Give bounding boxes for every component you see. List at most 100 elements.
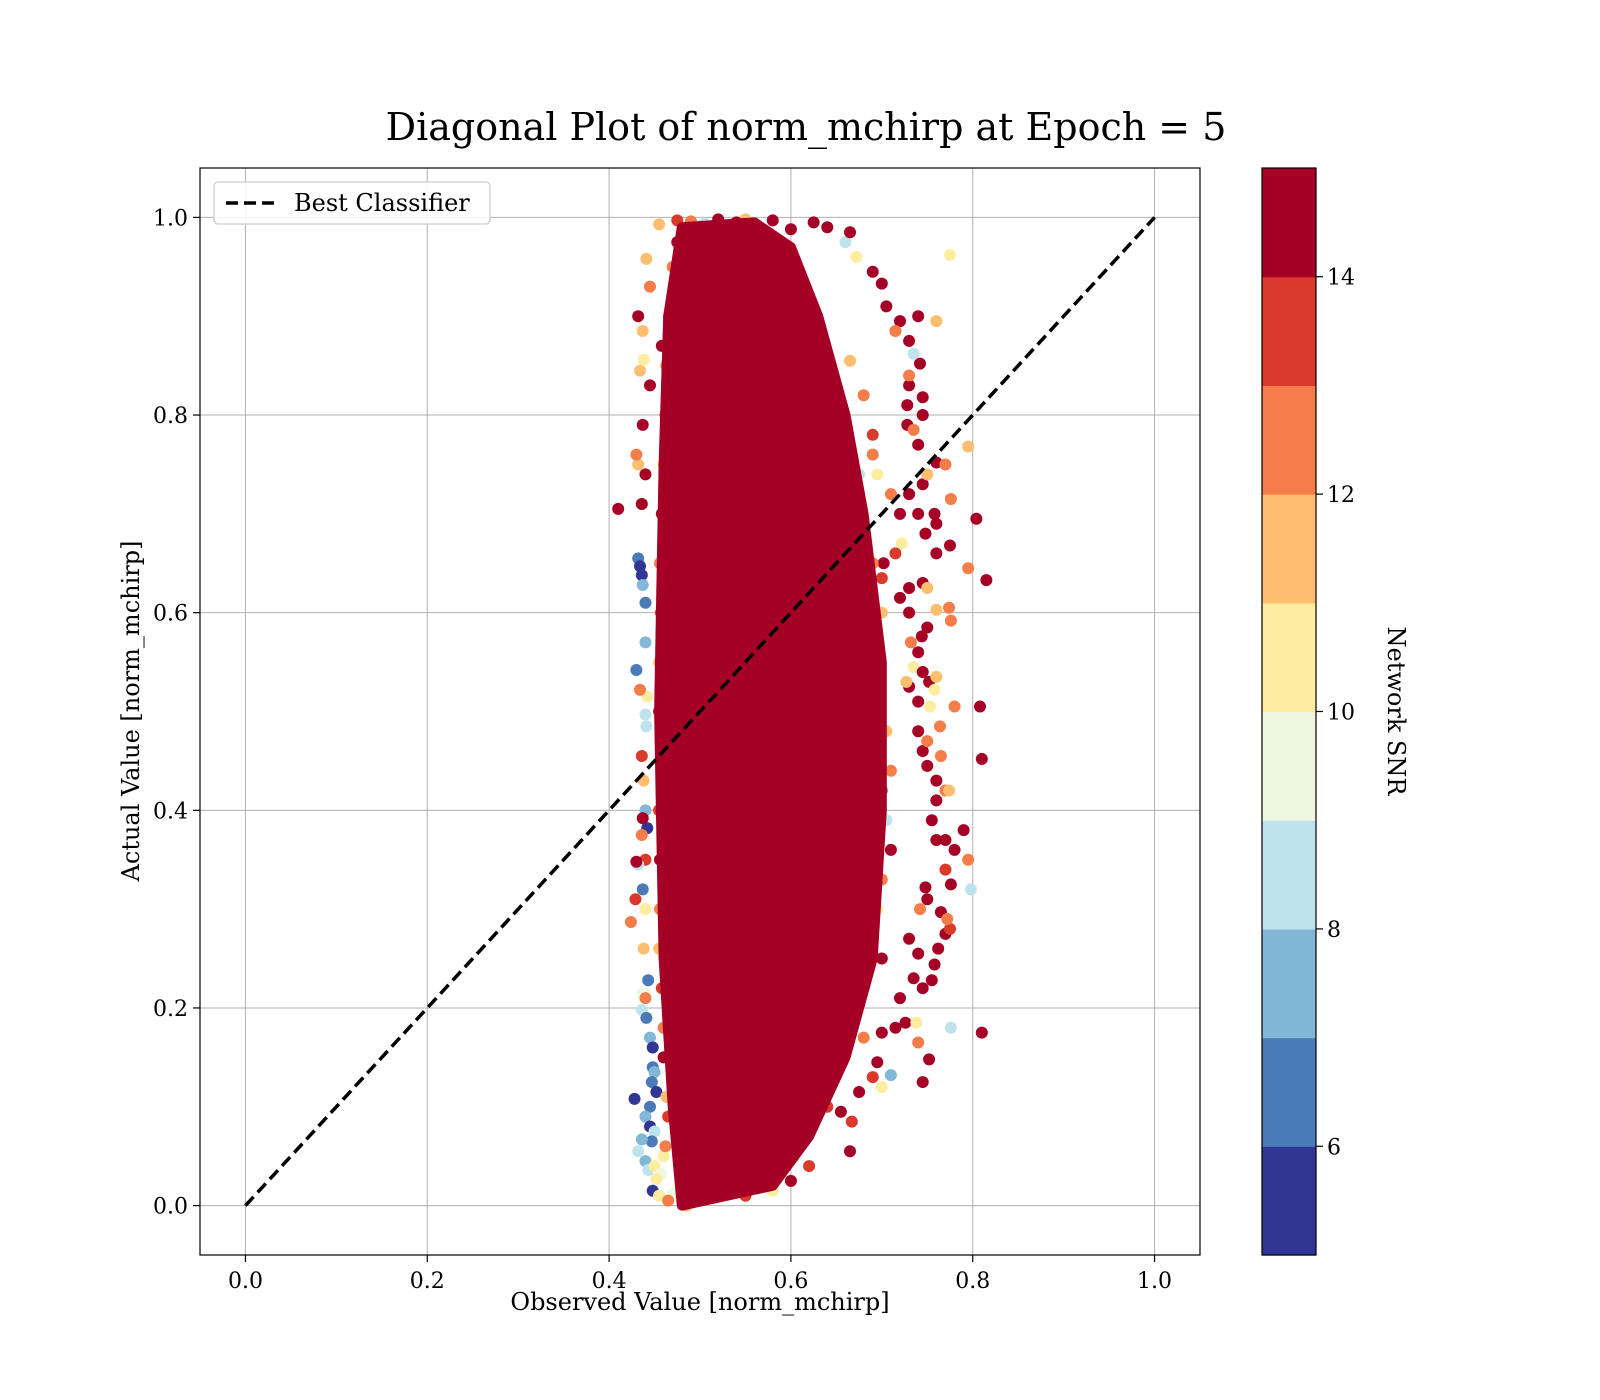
scatter-point xyxy=(912,507,925,520)
scatter-point xyxy=(884,843,897,856)
scatter-point xyxy=(766,214,779,227)
scatter-point xyxy=(857,389,870,402)
y-tick-label: 0.8 xyxy=(153,404,188,429)
scatter-point xyxy=(644,280,656,293)
colorbar-level xyxy=(1262,385,1316,495)
scatter-point xyxy=(904,636,917,649)
colorbar-level xyxy=(1262,494,1316,604)
legend: Best Classifier xyxy=(213,181,491,225)
x-tick-label: 0.2 xyxy=(410,1269,445,1294)
scatter-point xyxy=(642,974,655,987)
scatter-point xyxy=(662,1194,675,1207)
scatter-point xyxy=(903,379,916,392)
scatter-point xyxy=(640,720,653,733)
scatter-point xyxy=(934,749,947,762)
scatter-point xyxy=(925,814,938,827)
scatter-point xyxy=(875,952,888,965)
scatter-point xyxy=(639,708,652,721)
scatter-point xyxy=(939,833,952,846)
scatter-point xyxy=(912,1036,925,1049)
scatter-point xyxy=(871,468,884,481)
scatter-point xyxy=(975,752,988,765)
x-axis-ticks: 0.0 0.2 0.4 0.6 0.8 1.0 xyxy=(228,1255,1172,1294)
scatter-point xyxy=(850,250,863,263)
scatter-point xyxy=(907,661,920,674)
scatter-point xyxy=(807,216,820,229)
scatter-point xyxy=(930,774,943,787)
dense-point-cloud xyxy=(654,217,887,1211)
scatter-point xyxy=(844,226,856,239)
scatter-point xyxy=(634,364,646,377)
x-axis-label: Observed Value [norm_mchirp] xyxy=(510,1288,889,1316)
colorbar-level xyxy=(1262,168,1316,278)
colorbar-level xyxy=(1262,602,1316,713)
x-tick-label: 0.8 xyxy=(955,1269,990,1294)
scatter-point xyxy=(845,1115,858,1128)
scatter-point xyxy=(653,1189,666,1202)
scatter-point xyxy=(975,1026,988,1039)
colorbar-level xyxy=(1262,711,1316,821)
scatter-point xyxy=(630,855,643,868)
scatter-point xyxy=(944,248,956,261)
scatter-point xyxy=(921,621,934,634)
scatter-point xyxy=(639,903,652,916)
scatter-point xyxy=(921,759,934,772)
scatter-point xyxy=(632,458,645,471)
scatter-point xyxy=(639,596,652,609)
y-tick-label: 0.2 xyxy=(153,997,188,1022)
scatter-point xyxy=(634,560,646,573)
scatter-point xyxy=(957,824,970,837)
scatter-point xyxy=(930,833,943,846)
scatter-point xyxy=(644,1100,656,1113)
scatter-point xyxy=(650,1172,663,1185)
scatter-point xyxy=(928,507,941,520)
scatter-point xyxy=(894,591,906,604)
scatter-point xyxy=(866,1071,879,1084)
x-tick-label: 0.0 xyxy=(228,1269,263,1294)
colorbar xyxy=(1261,167,1317,1256)
scatter-point xyxy=(912,310,925,323)
scatter-point xyxy=(634,683,646,696)
scatter-point xyxy=(650,1085,663,1098)
scatter-point xyxy=(645,1135,658,1148)
scatter-point xyxy=(916,982,929,995)
scatter-point xyxy=(964,883,977,896)
colorbar-tick-label: 8 xyxy=(1327,918,1341,943)
scatter-point xyxy=(932,942,945,955)
scatter-point xyxy=(646,1041,659,1054)
scatter-point xyxy=(635,569,648,582)
scatter-point xyxy=(635,829,648,842)
colorbar-tick-label: 6 xyxy=(1327,1135,1341,1160)
scatter-point xyxy=(844,1145,856,1158)
scatter-point xyxy=(639,636,652,649)
scatter-point xyxy=(925,974,938,987)
scatter-point xyxy=(912,947,925,960)
scatter-point xyxy=(928,683,941,696)
scatter-point xyxy=(907,972,920,985)
scatter-point xyxy=(637,942,650,955)
scatter-point xyxy=(924,700,936,713)
plot-frame xyxy=(199,167,1201,1256)
scatter-point xyxy=(930,315,943,328)
scatter-point xyxy=(921,468,934,481)
scatter-point xyxy=(912,725,925,738)
scatter-point xyxy=(907,347,920,360)
scatter-point xyxy=(636,579,649,592)
scatter-point xyxy=(916,478,929,491)
scatter-point xyxy=(635,1133,648,1146)
scatter-point xyxy=(903,606,916,619)
scatter-point xyxy=(639,1110,652,1123)
scatter-point xyxy=(939,863,952,876)
scatter-point xyxy=(875,1026,888,1039)
scatter-point xyxy=(914,903,926,916)
scatter-point xyxy=(637,353,650,366)
scatter-point xyxy=(636,418,649,431)
y-axis-label: Actual Value [norm_mchirp] xyxy=(117,541,145,883)
scatter-point xyxy=(889,1021,902,1034)
scatter-point xyxy=(916,391,929,404)
scatter-point xyxy=(903,334,916,347)
scatter-point xyxy=(624,915,637,928)
scatter-point xyxy=(630,663,643,676)
scatter-point xyxy=(632,1145,645,1158)
